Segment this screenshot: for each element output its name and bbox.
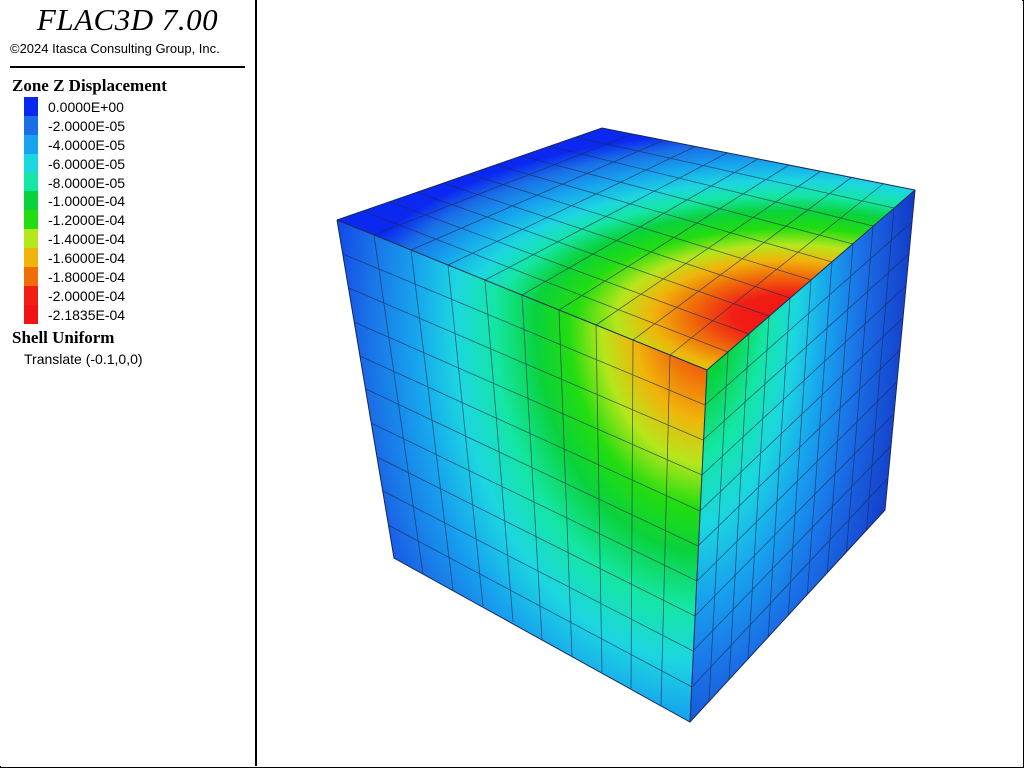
cube-left-face (337, 220, 707, 722)
cube-top-face (337, 128, 915, 370)
legend-label: -8.0000E-05 (48, 174, 126, 191)
legend-label: -1.8000E-04 (48, 269, 126, 286)
legend-label: 0.0000E+00 (48, 99, 124, 115)
shell-translate-label: Translate (-0.1,0,0) (24, 351, 143, 367)
legend-swatch (24, 134, 38, 154)
legend-swatch (24, 210, 38, 230)
legend-swatch (24, 97, 38, 116)
legend-swatch (24, 191, 38, 211)
model-viewport[interactable] (257, 0, 1022, 766)
legend-panel: FLAC3D 7.00 ©2024 Itasca Consulting Grou… (0, 0, 257, 766)
cube-model-plot[interactable] (257, 0, 1022, 766)
legend-swatch (24, 267, 38, 286)
legend-label: -2.1835E-04 (48, 306, 126, 323)
legend-swatch (24, 304, 38, 324)
legend-swatch (24, 285, 38, 305)
copyright-text: ©2024 Itasca Consulting Group, Inc. (10, 41, 220, 56)
shell-heading: Shell Uniform (12, 328, 115, 347)
legend-label: -2.0000E-05 (48, 117, 126, 134)
legend-swatch (24, 229, 38, 249)
legend-swatch (24, 248, 38, 268)
legend-label: -1.0000E-04 (48, 193, 126, 210)
app-title: FLAC3D 7.00 (36, 2, 219, 37)
legend-swatch (24, 172, 38, 192)
legend-label: -2.0000E-04 (48, 287, 126, 304)
legend-heading: Zone Z Displacement (12, 76, 167, 95)
legend-label: -1.4000E-04 (48, 231, 126, 248)
legend-label: -6.0000E-05 (48, 155, 126, 172)
legend-swatch (24, 153, 38, 173)
cube-edges (336, 127, 916, 723)
legend-label: -1.6000E-04 (48, 250, 126, 267)
cube-right-face (690, 190, 915, 722)
legend-swatch (24, 115, 38, 135)
legend-label: -1.2000E-04 (48, 212, 126, 229)
title-divider (10, 66, 245, 68)
legend-label: -4.0000E-05 (48, 136, 126, 153)
